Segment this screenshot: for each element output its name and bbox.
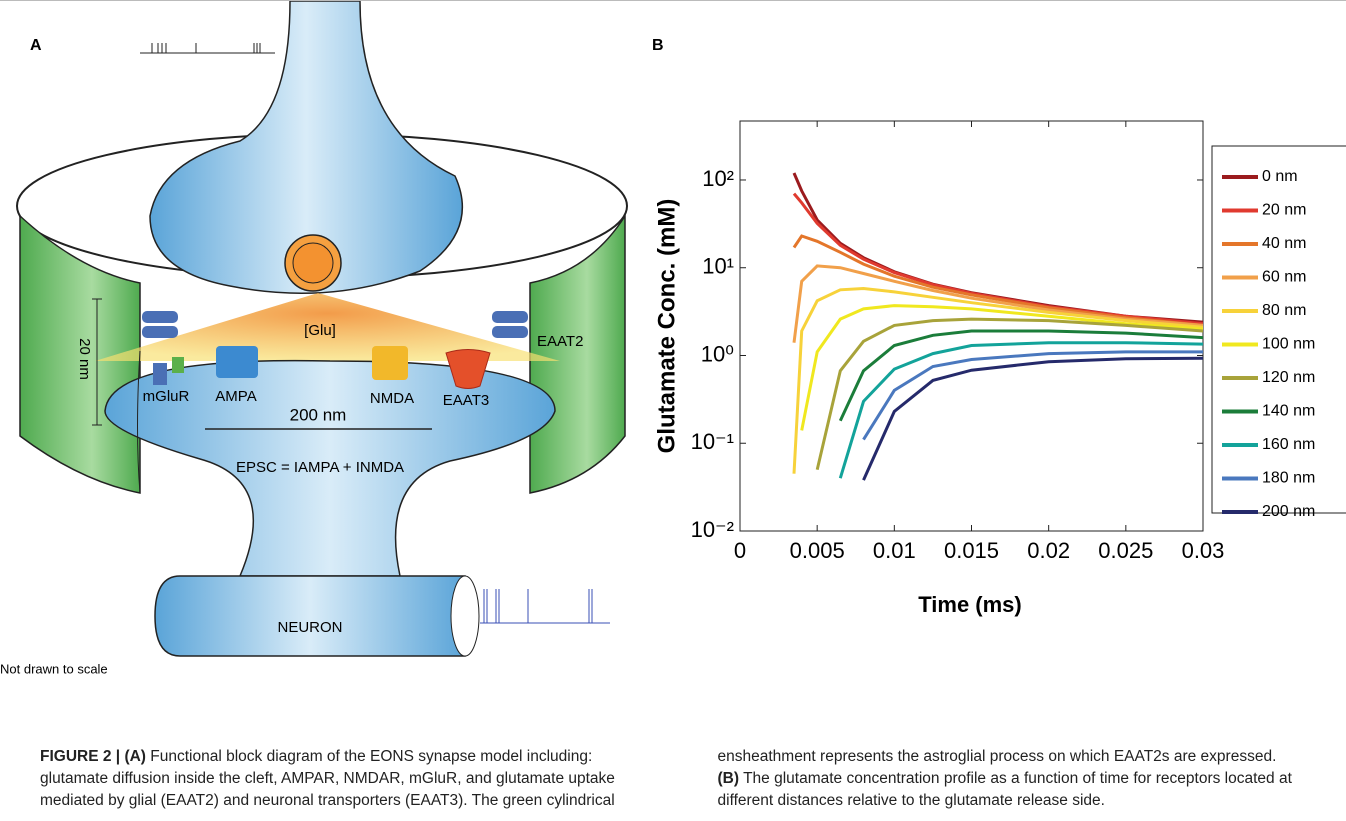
y-tick-label: 10¹ [702,254,734,279]
legend-label: 100 nm [1262,336,1315,353]
epsc-label: EPSC = IAMPA + INMDA [236,459,404,476]
eaat3-label: EAAT3 [443,392,489,409]
figure-label: FIGURE 2 | [40,748,121,765]
x-tick-label: 0.005 [790,538,845,563]
series-line [800,304,1203,431]
series-line [838,329,1203,422]
legend-label: 180 nm [1262,470,1315,487]
caption-b-label: (B) [717,770,740,787]
legend-label: 60 nm [1262,269,1306,286]
panel-a-art [16,1,628,657]
panel-label: B [652,37,664,54]
series-line [792,286,1203,474]
caption: FIGURE 2 | (A) Functional block diagram … [40,746,1300,812]
legend-box [1211,145,1346,514]
x-tick-label: 0.03 [1182,538,1225,563]
cleft-width-label: 200 nm [290,405,347,424]
legend-label: 120 nm [1262,369,1315,386]
panel-label: A [30,37,42,54]
y-tick-label: 10⁰ [701,341,734,366]
scale-note: Not drawn to scale [0,661,108,676]
cleft-height-label: 20 nm [76,338,93,380]
y-axis-label: Glutamate Conc. (mM) [653,199,680,454]
y-tick-label: 10² [702,166,734,191]
series-line [862,356,1203,481]
series-line [838,341,1203,479]
legend-label: 160 nm [1262,436,1315,453]
plot-area [792,172,1203,481]
caption-a-text: Functional block diagram of the EONS syn… [40,748,1277,809]
glu-label: [Glu] [304,322,336,339]
x-tick-label: 0.02 [1027,538,1070,563]
eaat2-label: EAAT2 [537,333,583,350]
legend-label: 0 nm [1262,168,1298,185]
series-line [792,234,1203,327]
x-axis-label: Time (ms) [918,592,1022,617]
x-tick-label: 0.025 [1098,538,1153,563]
y-tick-label: 10⁻¹ [691,429,734,454]
series-line [815,317,1203,471]
caption-b-text: The glutamate concentration profile as a… [717,770,1292,809]
series-line [792,264,1203,343]
figure-art: A [Glu] 20 nm EAAT2 mGluR AMPA NMDA EAAT… [0,1,1346,676]
ampa-label: AMPA [215,388,256,405]
series-line [862,350,1203,441]
legend-label: 80 nm [1262,302,1306,319]
x-tick-label: 0 [734,538,746,563]
mglur-label: mGluR [143,388,190,405]
y-tick-label: 10⁻² [691,517,734,542]
nmda-label: NMDA [370,390,414,407]
legend-label: 200 nm [1262,503,1315,520]
caption-a-label: (A) [124,748,146,765]
legend-label: 40 nm [1262,235,1306,252]
legend-label: 20 nm [1262,202,1306,219]
x-tick-label: 0.015 [944,538,999,563]
x-tick-label: 0.01 [873,538,916,563]
neuron-label: NEURON [277,619,342,636]
legend-label: 140 nm [1262,403,1315,420]
